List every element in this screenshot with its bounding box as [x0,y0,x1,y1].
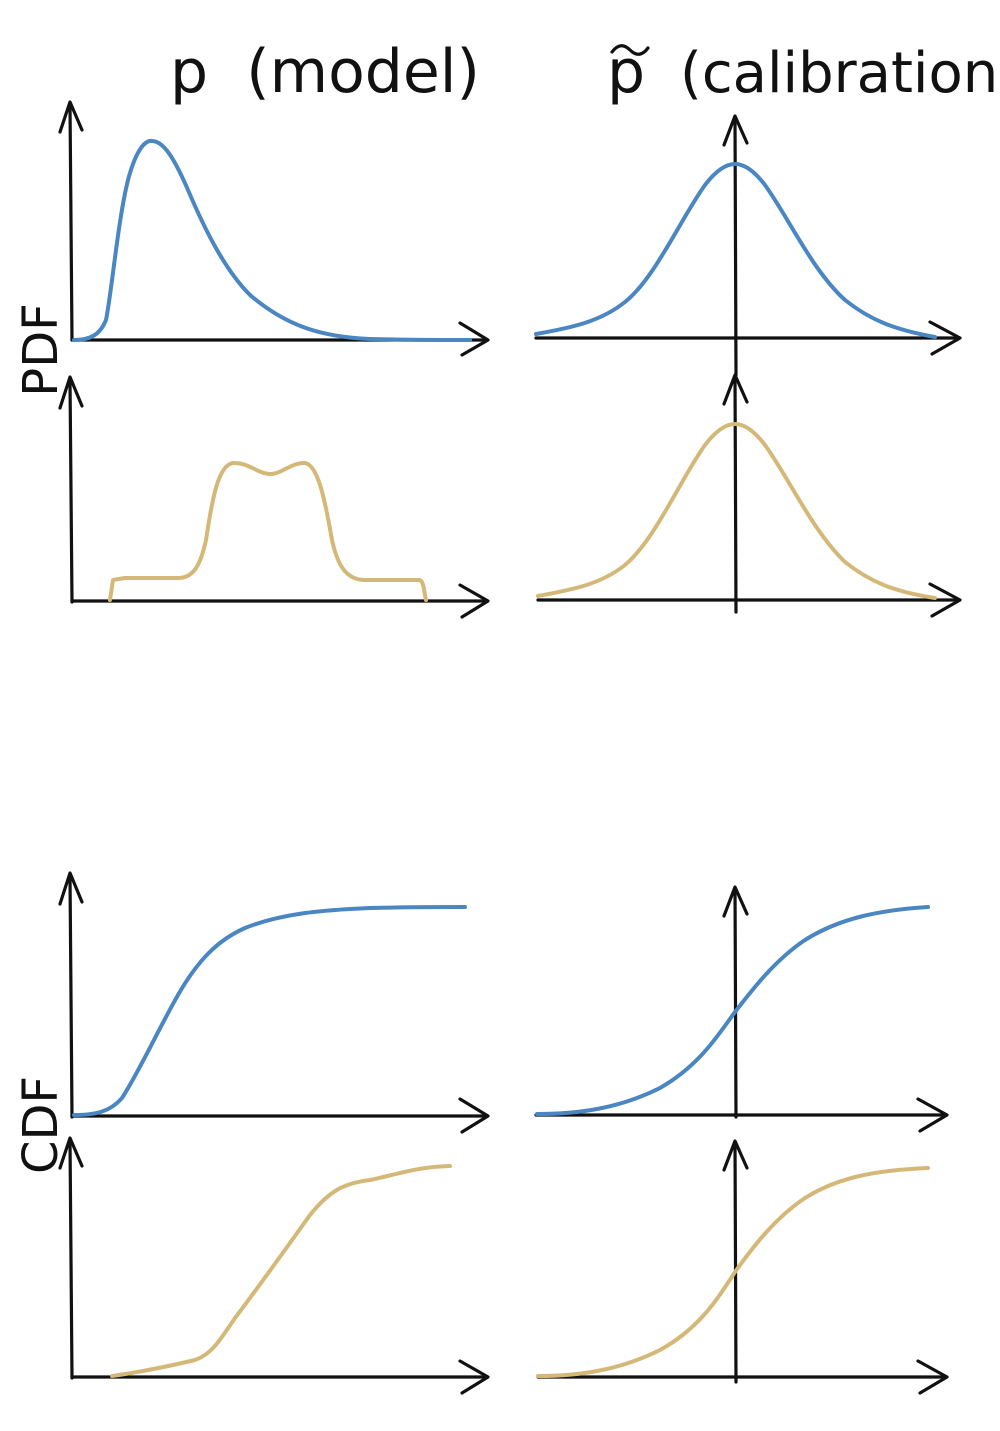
panel-cdf-model-blue [58,871,490,1134]
calibration-column-title: p (calibration) [607,37,1000,107]
cdf-curve-fast-rise [72,905,467,1117]
model-column-title: p (model) [170,37,480,107]
x-axis-arrowhead [458,1359,490,1395]
cdf-curve-s [535,905,930,1116]
tilde-mark [610,44,650,56]
x-axis-arrowhead [928,320,962,356]
cdf-curve-staged [110,1164,452,1378]
y-axis-arrowhead [58,1136,84,1170]
panel-cdf-calibration-tan [536,1139,949,1395]
y-axis-arrowhead [58,871,84,906]
y-axis [733,116,738,377]
y-axis-arrowhead [722,885,749,918]
x-axis-arrowhead [458,1097,490,1134]
panel-cdf-calibration-blue [534,885,949,1133]
pdf-curve-bell [536,422,937,600]
y-axis [68,378,74,604]
cdf-curve-s [536,1166,930,1378]
x-axis-arrowhead [458,583,490,619]
panel-pdf-model-blue [58,100,490,357]
x-axis-arrowhead [928,582,962,618]
y-axis-arrowhead [58,100,84,134]
y-axis [733,886,738,1119]
panel-pdf-model-tan [58,375,490,619]
pdf-curve-bimodal [108,460,428,602]
x-axis-arrowhead [916,1359,949,1395]
y-axis-arrowhead [722,1139,749,1172]
y-axis [68,1138,74,1380]
pdf-curve-bell [534,162,937,339]
x-axis-arrowhead [458,321,490,357]
y-axis-arrowhead [58,375,84,410]
x-axis-arrowhead [916,1097,949,1133]
panel-pdf-calibration-tan [536,373,962,618]
cdf-row-label: CDF [13,1076,69,1174]
y-axis [733,1140,738,1384]
y-axis-arrowhead [722,114,749,147]
panel-cdf-model-tan [58,1136,490,1395]
y-axis-arrowhead [722,373,749,406]
pdf-row-label: PDF [13,303,69,397]
panel-pdf-calibration-blue [534,114,962,377]
y-axis [68,103,74,342]
y-axis [733,374,738,614]
calibration-symbol: p [607,37,645,107]
pdf-curve-skewed [72,139,472,342]
y-axis [68,874,74,1119]
calibration-title: (calibration) [680,41,1000,106]
